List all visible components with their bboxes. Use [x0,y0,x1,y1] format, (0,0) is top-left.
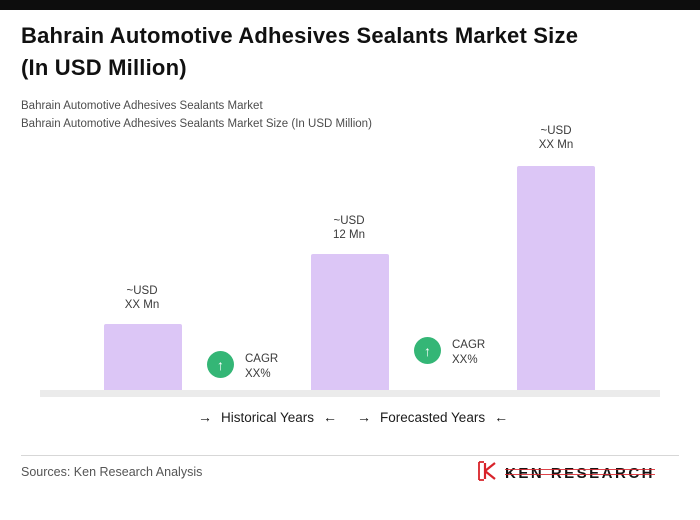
bar-historical [104,324,182,390]
title-line-2: (In USD Million) [21,54,187,80]
left-arrow-icon: ← [494,409,509,425]
sources-text: Sources: Ken Research Analysis [21,465,203,479]
x-axis-baseline [40,390,660,397]
up-arrow-glyph: ↑ [217,356,224,373]
subtitle-line-2: Bahrain Automotive Adhesives Sealants Ma… [21,117,372,130]
subtitle-line-1: Bahrain Automotive Adhesives Sealants Ma… [21,100,263,112]
cagr-annotation: CAGR XX% [452,338,485,368]
logo-stripe [504,473,655,475]
ken-research-logo: KEN RESEARCH [477,461,655,486]
right-arrow-icon: → [198,409,212,425]
bar1-label-line1: ~USD [126,285,158,297]
bar-value-label: ~USD 12 Mn [289,214,409,243]
right-arrow-icon: → [357,409,371,425]
forecasted-years-label: → Forecasted Years ← [357,409,508,425]
cagr2-label: CAGR [452,339,486,351]
cagr1-label: CAGR [245,353,279,365]
bar-base-year [311,254,389,390]
bar-value-label: ~USD XX Mn [496,124,616,153]
top-black-bar [0,0,700,10]
cagr2-value: XX% [452,353,478,366]
bar3-label-line2: XX Mn [538,139,574,152]
chart-subtitle: Bahrain Automotive Adhesives Sealants Ma… [21,98,661,134]
bar-value-label: ~USD XX Mn [82,284,202,313]
left-arrow-icon: ← [323,409,338,425]
ken-research-k-icon [477,461,499,486]
bar1-label-line2: XX Mn [124,299,160,312]
cagr1-value: XX% [245,367,271,380]
up-arrow-glyph: ↑ [424,342,431,359]
title-line-1: Bahrain Automotive Adhesives Sealants Ma… [21,23,579,48]
logo-stripe [504,468,655,470]
axis-zone-labels: → Historical Years ← → Forecasted Years … [0,409,700,431]
bar2-label-line2: 12 Mn [333,229,365,242]
cagr-annotation: CAGR XX% [245,352,278,382]
bar2-label-line1: ~USD [333,215,365,227]
footer-divider [21,455,679,456]
page-title: Bahrain Automotive Adhesives Sealants Ma… [21,20,681,84]
historical-years-label: → Historical Years ← [198,409,337,425]
growth-up-arrow-icon: ↑ [207,351,234,378]
bar-chart: ~USD XX Mn ~USD 12 Mn ~USD XX Mn ↑ CAGR … [0,110,700,410]
bar3-label-line1: ~USD [540,125,572,137]
forecasted-years-text: Forecasted Years [380,409,486,425]
growth-up-arrow-icon: ↑ [414,337,441,364]
bar-forecast [517,166,595,390]
logo-text-wrap: KEN RESEARCH [504,465,655,483]
historical-years-text: Historical Years [221,409,315,425]
